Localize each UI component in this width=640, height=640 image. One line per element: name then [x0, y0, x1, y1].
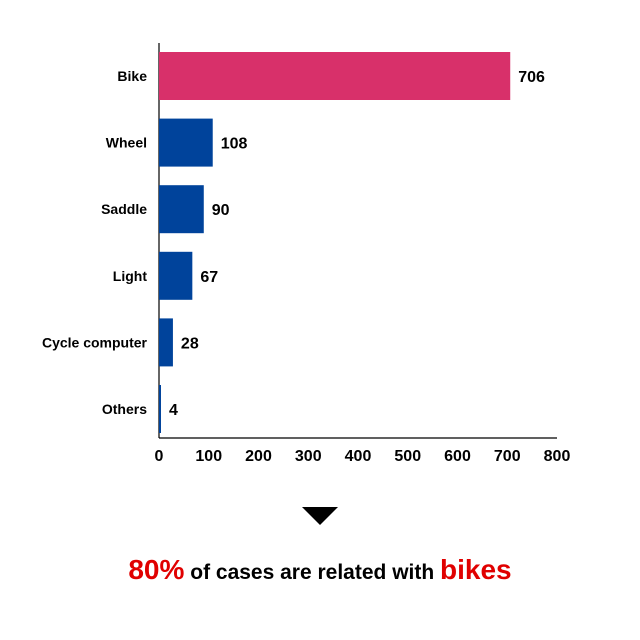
category-label-bike: Bike	[117, 68, 147, 84]
arrow-down-icon	[302, 507, 338, 525]
category-label-light: Light	[113, 268, 148, 284]
x-tick-label-300: 300	[295, 448, 322, 465]
tick-label-group: 0 100 200 300 400 500 600 700 800	[155, 448, 571, 465]
bar-bike	[159, 52, 511, 100]
bar-wheel	[159, 118, 213, 167]
category-label-saddle: Saddle	[101, 201, 147, 217]
bar-saddle	[159, 185, 204, 234]
bar-cycle-computer	[159, 318, 173, 367]
x-tick-label-0: 0	[155, 448, 164, 465]
x-tick-label-200: 200	[245, 448, 272, 465]
bar-chart: Bike Wheel Saddle Light Cycle computer Others…	[42, 43, 571, 465]
category-label-others: Others	[102, 401, 147, 417]
category-label-cycle-computer: Cycle computer	[42, 334, 148, 350]
caption-text: of cases are related with	[184, 561, 441, 584]
bar-group	[159, 52, 511, 433]
x-tick-label-700: 700	[494, 448, 521, 465]
x-tick-label-500: 500	[394, 448, 421, 465]
bar-light	[159, 251, 193, 300]
value-label-group: 706 108 90 67 28 4	[169, 69, 545, 419]
x-tick-label-600: 600	[444, 448, 471, 465]
value-label-wheel: 108	[221, 136, 248, 153]
bar-others	[159, 385, 161, 433]
x-tick-label-400: 400	[345, 448, 372, 465]
value-label-light: 67	[200, 269, 218, 286]
value-label-others: 4	[169, 402, 178, 419]
summary-caption: 80% of cases are related with bikes	[0, 554, 640, 586]
category-label-group: Bike Wheel Saddle Light Cycle computer Others	[42, 68, 148, 417]
x-tick-label-800: 800	[544, 448, 571, 465]
value-label-saddle: 90	[212, 202, 230, 219]
category-label-wheel: Wheel	[106, 135, 147, 151]
x-tick-label-100: 100	[195, 448, 222, 465]
caption-highlight-word: bikes	[440, 554, 512, 585]
value-label-cycle-computer: 28	[181, 335, 199, 352]
caption-percentage: 80%	[128, 554, 185, 585]
value-label-bike: 706	[518, 69, 545, 86]
